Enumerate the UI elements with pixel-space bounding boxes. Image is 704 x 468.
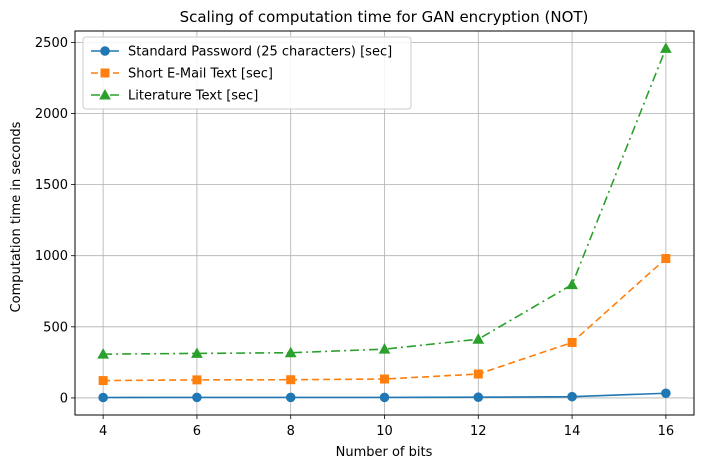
data-point xyxy=(567,337,577,347)
x-tick-label: 8 xyxy=(287,424,295,439)
chart-title: Scaling of computation time for GAN encr… xyxy=(180,8,589,26)
data-point xyxy=(567,391,577,402)
x-tick-label: 4 xyxy=(99,424,107,439)
series-3 xyxy=(97,42,672,359)
x-axis-label: Number of bits xyxy=(336,445,433,460)
data-point xyxy=(661,254,671,264)
x-tick-label: 12 xyxy=(470,424,487,439)
y-axis-label: Computation time in seconds xyxy=(9,121,24,312)
data-point xyxy=(284,346,297,358)
x-tick-label: 16 xyxy=(658,424,675,439)
x-tick-label: 10 xyxy=(376,424,393,439)
data-point xyxy=(378,343,391,354)
legend-item: Literature Text [sec] xyxy=(91,89,258,104)
data-point xyxy=(473,369,483,379)
data-point xyxy=(566,278,578,290)
y-tick-label: 1000 xyxy=(35,249,68,264)
y-tick-label: 2500 xyxy=(35,36,68,51)
y-tick-label: 0 xyxy=(60,391,68,406)
legend-swatch-marker xyxy=(99,88,111,100)
y-tick-label: 1500 xyxy=(35,178,68,193)
legend-item: Standard Password (25 characters) [sec] xyxy=(91,45,392,60)
data-point xyxy=(473,392,484,403)
data-point xyxy=(661,388,671,399)
data-point xyxy=(191,347,203,358)
data-point xyxy=(380,374,389,384)
data-point xyxy=(98,376,108,386)
data-point xyxy=(97,348,109,359)
legend: Standard Password (25 characters) [sec] S… xyxy=(82,36,412,110)
series-1 xyxy=(98,388,671,403)
data-point xyxy=(192,375,202,385)
y-tick-label: 500 xyxy=(43,320,68,335)
data-point xyxy=(285,392,296,403)
legend-label: Standard Password (25 characters) [sec] xyxy=(128,45,392,60)
legend-label: Literature Text [sec] xyxy=(128,89,258,104)
y-tick-label: 2000 xyxy=(35,107,68,122)
x-tick-label: 14 xyxy=(564,424,581,439)
data-point xyxy=(472,333,485,344)
series-2 xyxy=(98,254,671,386)
legend-box xyxy=(82,36,412,110)
legend-label: Short E-Mail Text [sec] xyxy=(128,67,273,82)
data-point xyxy=(98,392,108,403)
x-tick-label: 6 xyxy=(193,424,201,439)
legend-swatch-marker xyxy=(100,68,110,78)
data-point xyxy=(379,392,390,403)
axis-ticks: 4 6 8 10 12 14 16 0 500 1000 1500 2000 2500 xyxy=(35,36,674,439)
data-point xyxy=(192,392,202,403)
data-point xyxy=(660,42,672,53)
legend-swatch-marker xyxy=(100,46,110,56)
data-point xyxy=(286,375,296,385)
legend-item: Short E-Mail Text [sec] xyxy=(91,67,273,82)
series-layer xyxy=(97,42,672,403)
